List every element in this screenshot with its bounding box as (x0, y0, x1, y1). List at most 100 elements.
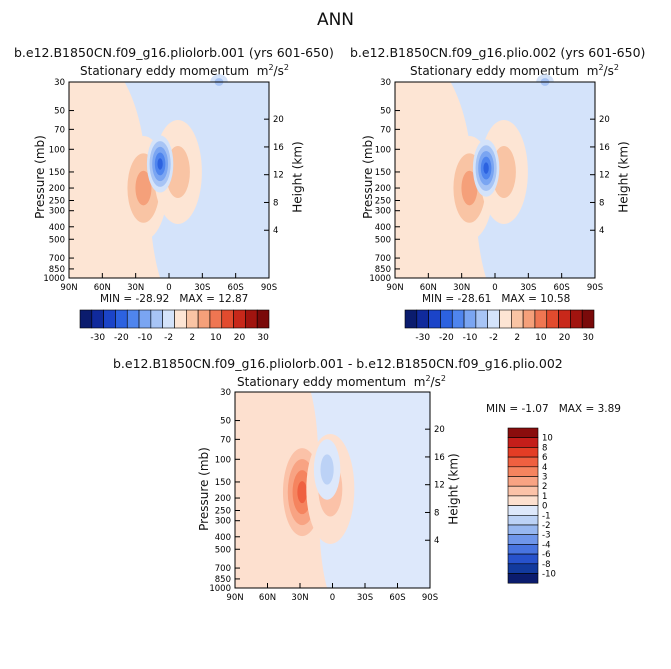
panel-1-max-value: 12.87 (218, 293, 249, 305)
y-tick-label: 30 (220, 388, 231, 398)
x-tick-label: 30S (194, 283, 210, 293)
y2-tick-label: 4 (273, 226, 278, 236)
colorbar-swatch (558, 309, 571, 329)
colorbar-swatch (103, 309, 116, 329)
panel-2-min-label: MIN = (422, 293, 455, 305)
contour-negative-2-level-1 (320, 454, 334, 485)
x-tick-label: 30N (453, 283, 470, 293)
y-tick-label: 50 (220, 417, 231, 427)
colorbar-swatch (209, 309, 223, 329)
colorbar-diff-swatch (507, 427, 539, 438)
colorbar-diff-swatch (507, 466, 539, 477)
x-tick-label: 0 (166, 283, 171, 293)
contour-positive-0-level-4 (297, 481, 307, 504)
y2-tick-label: 4 (599, 226, 604, 236)
y-tick-label: 50 (54, 107, 65, 117)
colorbar-diff-label: -1 (542, 511, 550, 521)
colorbar-swatch (233, 309, 246, 329)
x-tick-label: 90S (422, 593, 438, 603)
colorbar-swatch (463, 309, 477, 329)
panel-2-units-exp1: 2 (598, 63, 604, 72)
y2-tick-label: 12 (434, 481, 445, 491)
colorbar-label: -30 (90, 333, 105, 343)
panel-3-units-exp2: 2 (440, 374, 446, 383)
panel-1-minmax: MIN = -28.92 MAX = 12.87 (100, 293, 248, 305)
colorbar-label: -20 (439, 333, 454, 343)
y-tick-label: 100 (215, 455, 231, 465)
x-tick-label: 90S (261, 283, 277, 293)
y-tick-label: 700 (215, 564, 231, 574)
y-tick-label: 700 (49, 254, 65, 264)
y2-tick-label: 20 (599, 115, 610, 125)
y2-tick-label: 8 (273, 198, 278, 208)
panel-3-title: b.e12.B1850CN.f09_g16.pliolorb.001 - b.e… (113, 356, 563, 371)
y2-tick-label: 8 (434, 508, 439, 518)
colorbar-swatch (487, 309, 500, 329)
colorbar-swatch (511, 309, 524, 329)
colorbar-diff-swatch (507, 544, 539, 555)
panel-1-units-slash: /s (273, 64, 284, 78)
x-tick-label: 60S (554, 283, 570, 293)
y-tick-label: 500 (49, 235, 65, 245)
colorbar-diff-label: -10 (542, 570, 556, 580)
y2-tick-label: 16 (599, 143, 610, 153)
colorbar-swatch (581, 309, 595, 329)
y2-tick-label: 8 (599, 198, 604, 208)
y-tick-label: 150 (215, 478, 231, 488)
panel-1-units-base: m (256, 64, 269, 78)
x-tick-label: 60S (228, 283, 244, 293)
y-tick-label: 30 (54, 78, 65, 88)
y2-tick-label: 12 (599, 171, 610, 181)
y2-tick-label: 16 (434, 453, 445, 463)
panel-1-max-label: MAX = (179, 293, 215, 305)
colorbar-label: -30 (415, 333, 430, 343)
y-tick-label: 250 (215, 507, 231, 517)
panel-1-units-exp1: 2 (268, 63, 274, 72)
y-tick-label: 150 (375, 168, 391, 178)
panel-2-max-value: 10.58 (540, 293, 571, 305)
y-tick-label: 300 (215, 517, 231, 527)
colorbar-swatch (256, 309, 270, 329)
colorbar-swatch (440, 309, 453, 329)
colorbar-diff-label: 8 (542, 443, 547, 453)
x-tick-label: 60S (389, 593, 405, 603)
colorbar-swatch (150, 309, 163, 329)
y2-tick-label: 4 (434, 536, 439, 546)
colorbar-label: 2 (189, 333, 195, 343)
colorbar-label: -2 (164, 333, 173, 343)
x-tick-label: 90S (587, 283, 603, 293)
y-tick-label: 850 (49, 265, 65, 275)
colorbar-swatch (522, 309, 536, 329)
y-tick-label: 200 (375, 184, 391, 194)
colorbar-diff-label: 2 (542, 482, 547, 492)
panel-3-units-base: m (413, 375, 426, 389)
contour-negative-2-level-4 (483, 162, 489, 174)
colorbar-right: -30 -20 -10 -2 2 10 20 30 (404, 309, 595, 343)
colorbar-label: -10 (138, 333, 153, 343)
y2-tick-label: 20 (434, 425, 445, 435)
colorbar-diff-label: -6 (542, 550, 550, 560)
y-tick-label: 30 (380, 78, 391, 88)
colorbar-swatch (416, 309, 429, 329)
colorbar-diff-swatch (507, 524, 539, 535)
colorbar-swatch (475, 309, 488, 329)
y-tick-label: 100 (375, 145, 391, 155)
colorbar-diff-label: -4 (542, 540, 550, 550)
y-tick-label: 700 (375, 254, 391, 264)
y-tick-label: 850 (375, 265, 391, 275)
panel-3-group: 305070100150200250300400500700850100090N… (209, 388, 444, 603)
figure-title: ANN (316, 10, 355, 30)
colorbar-diff-label: 4 (542, 463, 547, 473)
panel-2-title: b.e12.B1850CN.f09_g16.plio.002 (yrs 601-… (350, 45, 646, 60)
y-tick-label: 500 (215, 545, 231, 555)
colorbar-swatch (245, 309, 258, 329)
x-tick-label: 30S (520, 283, 536, 293)
colorbar-diff-swatch (507, 485, 539, 497)
colorbar-swatch (186, 309, 199, 329)
panel-1-min-value: -28.92 (135, 293, 170, 305)
colorbar-diff-swatch (507, 553, 539, 565)
panel-2-units-slash: /s (603, 64, 614, 78)
colorbar-diff-swatch (507, 573, 539, 584)
panel-2-units-exp2: 2 (613, 63, 619, 72)
